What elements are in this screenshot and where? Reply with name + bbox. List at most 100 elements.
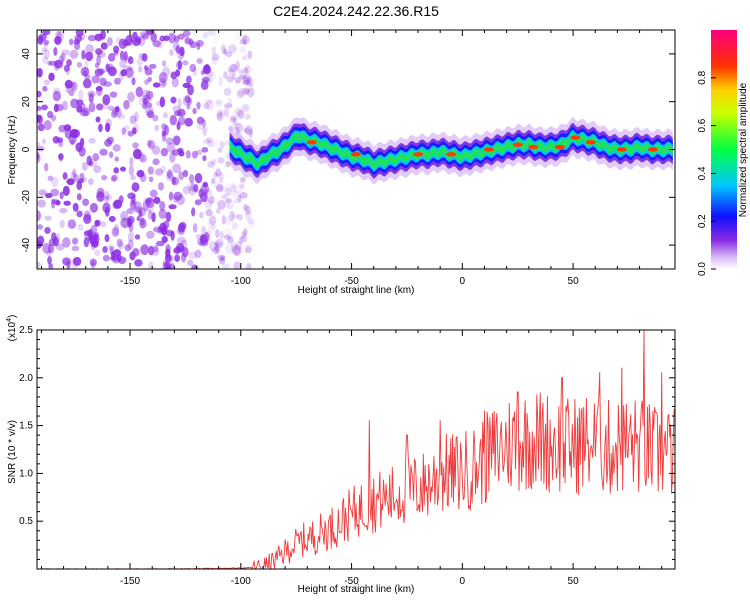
noise-speckle — [192, 222, 198, 233]
heatmap-x-tick-label: -150 — [120, 276, 140, 287]
noise-speckle — [247, 50, 253, 60]
noise-speckle — [55, 103, 64, 112]
noise-speckle — [42, 242, 51, 254]
noise-speckle — [244, 113, 252, 120]
noise-speckle — [171, 149, 181, 156]
noise-speckle — [91, 240, 99, 248]
snr-x-tick-label: -150 — [120, 576, 140, 587]
noise-speckle — [201, 76, 211, 83]
noise-speckle — [41, 47, 48, 53]
noise-speckle — [215, 181, 223, 190]
noise-speckle — [83, 237, 90, 248]
noise-speckle — [68, 38, 74, 46]
noise-speckle — [100, 30, 106, 40]
noise-speckle — [93, 165, 102, 174]
noise-speckle — [172, 163, 182, 174]
noise-speckle — [51, 176, 59, 188]
noise-speckle — [177, 59, 182, 71]
noise-speckle — [225, 51, 233, 58]
noise-speckle — [50, 188, 60, 197]
noise-speckle — [215, 100, 223, 108]
noise-speckle — [208, 240, 217, 252]
noise-speckle — [151, 246, 160, 257]
snr-peak-point — [406, 434, 408, 436]
noise-speckle — [192, 108, 197, 115]
noise-speckle — [222, 263, 230, 269]
noise-speckle — [132, 142, 139, 149]
noise-speckle — [180, 252, 187, 263]
noise-speckle — [135, 86, 144, 98]
noise-speckle — [226, 203, 233, 210]
noise-speckle — [204, 78, 212, 84]
ridge-hotspot — [554, 144, 565, 150]
noise-speckle — [233, 198, 239, 204]
noise-speckle — [129, 157, 134, 166]
noise-speckle — [211, 53, 220, 61]
noise-speckle — [144, 67, 153, 76]
noise-speckle — [160, 165, 166, 174]
noise-speckle — [118, 241, 125, 250]
noise-speckle — [48, 263, 54, 269]
noise-speckle — [123, 124, 130, 133]
heatmap-ticks: -150 -100 -50 0 50 -40 -20 0 20 40 — [21, 30, 675, 287]
noise-speckle — [158, 209, 168, 219]
noise-speckle — [233, 261, 242, 269]
noise-speckle — [215, 185, 224, 192]
noise-speckle — [88, 137, 96, 144]
noise-speckle — [224, 200, 231, 209]
noise-speckle — [236, 213, 244, 221]
noise-speckle — [111, 227, 120, 238]
heatmap-x-tick-label: 50 — [568, 276, 580, 287]
noise-speckle — [170, 96, 177, 104]
noise-speckle — [238, 183, 245, 189]
noise-speckle — [107, 244, 115, 251]
heatmap-x-tick-label: -100 — [231, 276, 251, 287]
noise-speckle — [169, 262, 176, 269]
noise-speckle — [134, 234, 141, 240]
noise-speckle — [160, 148, 168, 157]
noise-speckle — [117, 113, 126, 120]
noise-speckle — [227, 44, 237, 54]
noise-speckle — [168, 32, 176, 44]
snr-panel: -150 -100 -50 0 50 0.5 1.0 1.5 2.0 2.5 Height of … — [6, 315, 676, 595]
noise-speckle — [76, 193, 82, 201]
noise-speckle — [189, 174, 195, 184]
noise-speckle — [242, 35, 248, 46]
noise-speckle — [219, 257, 226, 265]
noise-speckle — [195, 233, 201, 240]
noise-speckle — [67, 219, 77, 229]
noise-speckle — [102, 254, 110, 262]
noise-speckle — [152, 82, 161, 88]
noise-speckle — [120, 69, 127, 77]
snr-x-tick-label: 50 — [568, 576, 580, 587]
noise-speckle — [85, 51, 94, 62]
noise-speckle — [72, 202, 79, 212]
noise-speckle — [132, 148, 142, 160]
noise-speckle — [44, 226, 51, 234]
noise-speckle — [81, 49, 86, 60]
noise-speckle — [66, 59, 72, 67]
noise-speckle — [242, 54, 248, 61]
noise-speckle — [113, 50, 119, 56]
noise-speckle — [176, 60, 183, 70]
noise-speckle — [70, 171, 77, 181]
noise-speckle — [249, 83, 254, 90]
heatmap-y-tick-label: 40 — [21, 48, 32, 60]
snr-x-tick-label: -50 — [344, 576, 359, 587]
noise-speckle — [138, 97, 144, 107]
noise-speckle — [204, 199, 213, 210]
noise-speckle — [231, 111, 240, 120]
noise-speckle — [91, 75, 100, 84]
noise-speckle — [182, 60, 189, 66]
noise-speckle — [239, 235, 248, 243]
noise-speckle — [77, 223, 84, 231]
noise-speckle — [201, 225, 207, 237]
noise-speckle — [62, 237, 71, 248]
noise-speckle — [244, 64, 251, 75]
noise-speckle — [247, 217, 255, 225]
noise-speckle — [41, 104, 48, 111]
noise-speckle — [123, 51, 128, 62]
noise-speckle — [214, 139, 221, 147]
noise-speckle — [99, 148, 108, 156]
noise-speckle — [221, 194, 228, 200]
